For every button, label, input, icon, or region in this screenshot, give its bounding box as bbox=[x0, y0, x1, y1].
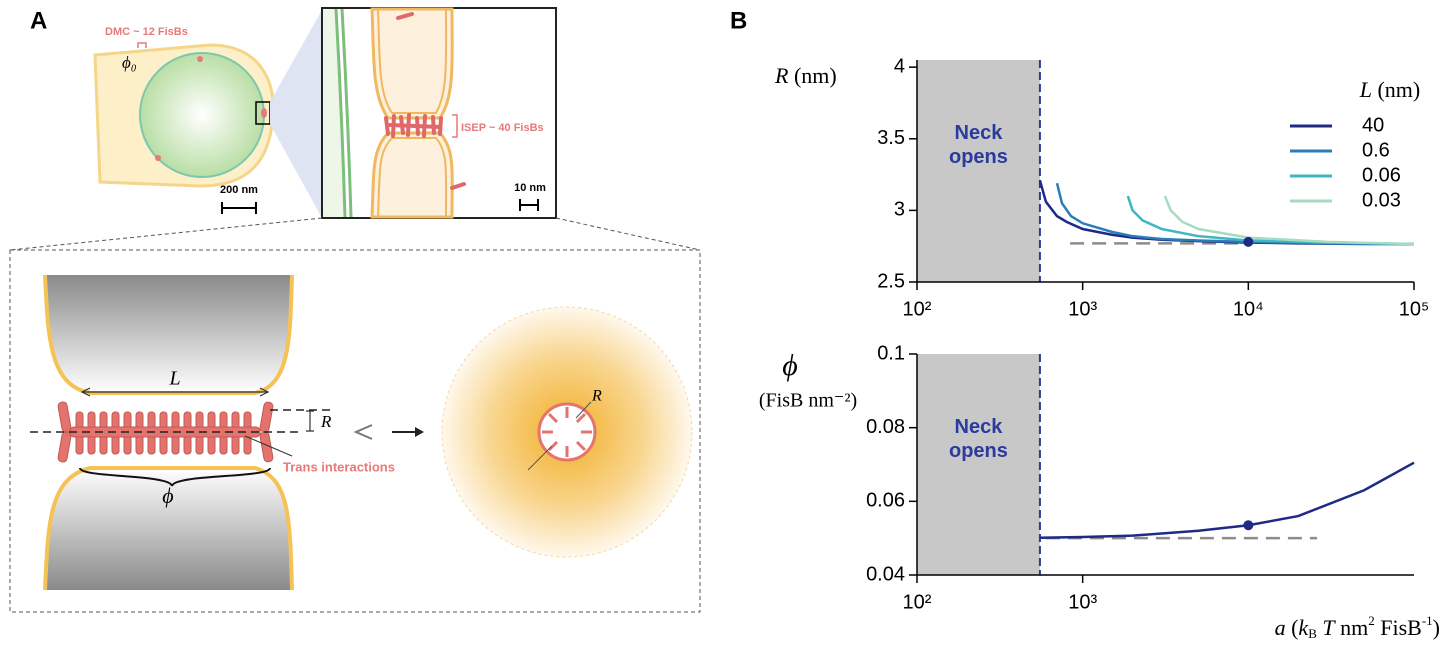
y-tick-label: 0.06 bbox=[866, 490, 905, 512]
x-tick-label: 10³ bbox=[1068, 298, 1097, 320]
y-tick-label: 0.08 bbox=[866, 416, 905, 438]
x-tick-label: 10³ bbox=[1068, 591, 1097, 613]
highlight-point bbox=[1243, 520, 1254, 531]
shaded-region bbox=[917, 354, 1040, 575]
cell-diagram bbox=[93, 42, 275, 214]
inset-diagram bbox=[270, 7, 557, 219]
highlight-point bbox=[1243, 236, 1254, 247]
neck-radius-label: R bbox=[320, 412, 332, 431]
x-tick-label: 10² bbox=[903, 298, 932, 320]
y-axis-label-part: R bbox=[774, 63, 789, 88]
x-tick-label: 10⁵ bbox=[1399, 298, 1430, 320]
legend-label: 0.03 bbox=[1362, 189, 1401, 211]
scale-label: 200 nm bbox=[220, 184, 258, 196]
region-label-box: Neck opens bbox=[949, 122, 1008, 168]
neck-diagram bbox=[9, 217, 701, 613]
x-axis-label-part: 2 bbox=[1368, 613, 1375, 628]
region-label: Neck opens bbox=[949, 122, 1008, 168]
neck-length-label: L bbox=[168, 368, 180, 390]
x-axis-label-part: nm bbox=[1335, 615, 1369, 640]
y-axis-label: R (nm) bbox=[774, 63, 837, 88]
x-axis-label-part: a bbox=[1275, 615, 1286, 640]
x-axis-label-part: -1 bbox=[1422, 613, 1433, 628]
legend-title: L (nm) bbox=[1359, 77, 1421, 102]
shaded-region bbox=[917, 60, 1040, 282]
neck-density-label: ϕ bbox=[162, 483, 173, 508]
x-axis-label-part: FisB bbox=[1375, 615, 1422, 640]
y-tick-label: 2.5 bbox=[877, 270, 905, 292]
y-tick-label: 3 bbox=[894, 199, 905, 221]
legend-title-part: (nm) bbox=[1372, 77, 1420, 102]
y-tick-label: 0.04 bbox=[866, 563, 905, 585]
pore-radius-label: R bbox=[591, 388, 602, 405]
x-axis-label-part: T bbox=[1317, 615, 1337, 640]
dmc-label: DMC ~ 12 FisBs bbox=[105, 26, 188, 38]
legend-label: 0.6 bbox=[1362, 139, 1390, 161]
legend-title-part: L bbox=[1359, 77, 1372, 102]
scale-label: 10 nm bbox=[514, 182, 546, 194]
panel-label: A bbox=[30, 7, 47, 34]
y-axis-label: ϕ bbox=[782, 349, 798, 382]
x-axis-label-part: ) bbox=[1433, 615, 1440, 640]
x-axis-label-part: k bbox=[1298, 615, 1309, 640]
trans-label: Trans interactions bbox=[283, 459, 395, 474]
y-axis-label-part: (nm) bbox=[788, 63, 836, 88]
x-axis-label-part: B bbox=[1308, 626, 1317, 641]
x-tick-label: 10² bbox=[903, 591, 932, 613]
phi0-label: ϕ₀ bbox=[122, 53, 137, 72]
x-axis-label-part: ( bbox=[1286, 615, 1299, 640]
y-tick-label: 3.5 bbox=[877, 127, 905, 149]
legend-label: 0.06 bbox=[1362, 164, 1401, 186]
y-axis-label: (FisB nm⁻²) bbox=[759, 390, 857, 412]
series-line bbox=[1039, 461, 1415, 540]
legend-label: 40 bbox=[1362, 114, 1384, 136]
region-label: Neck opens bbox=[949, 415, 1008, 462]
y-tick-label: 0.1 bbox=[877, 342, 905, 364]
panel-label: B bbox=[730, 7, 747, 34]
region-label-box: Neck opens bbox=[949, 415, 1008, 462]
x-tick-label: 10⁴ bbox=[1233, 298, 1264, 320]
series-line bbox=[1163, 195, 1415, 246]
x-axis-label: a (kB T nm2 FisB-1) bbox=[1275, 613, 1440, 641]
isep-label: ISEP ~ 40 FisBs bbox=[461, 122, 544, 134]
y-tick-label: 4 bbox=[894, 55, 905, 77]
